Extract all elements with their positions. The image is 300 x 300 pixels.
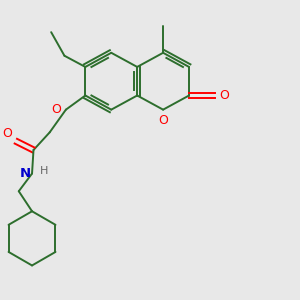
Text: O: O — [158, 114, 168, 128]
Text: O: O — [2, 127, 12, 140]
Text: O: O — [52, 103, 61, 116]
Text: H: H — [39, 166, 48, 176]
Text: N: N — [20, 167, 31, 180]
Text: O: O — [219, 89, 229, 102]
